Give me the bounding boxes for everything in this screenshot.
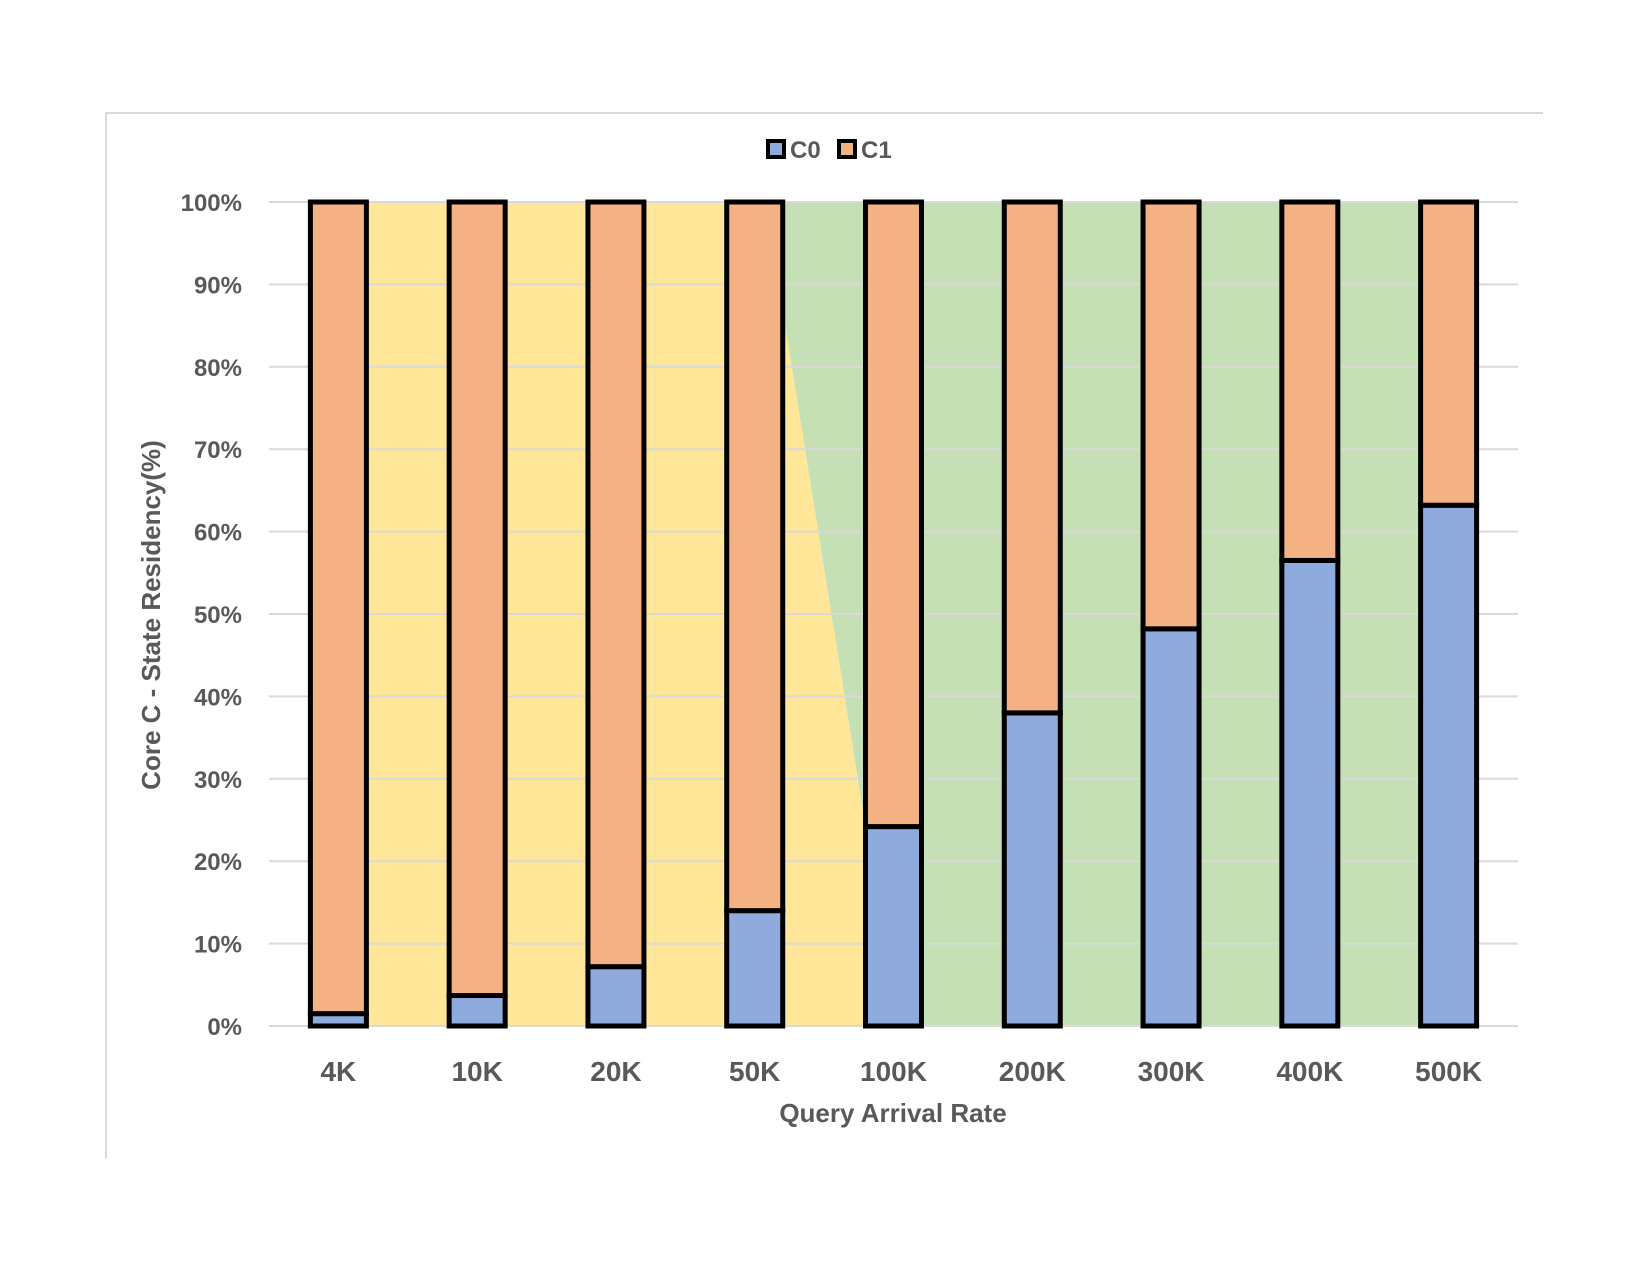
legend-swatch-c1 [837,139,857,159]
x-tick-label: 4K [320,1056,356,1087]
bar-c0-10k [446,993,508,1029]
x-tick-label: 500K [1415,1056,1482,1087]
y-tick-label: 20% [194,849,242,876]
bar-c0-50k [724,908,786,1029]
y-tick-label: 50% [194,602,242,629]
legend: C0 C1 [766,137,892,164]
y-tick-label: 70% [194,437,242,464]
y-tick-label: 80% [194,355,242,382]
x-tick-label: 50K [729,1056,780,1087]
x-tick-label: 20K [590,1056,641,1087]
x-tick-label: 200K [999,1056,1066,1087]
x-tick-label: 300K [1138,1056,1205,1087]
x-tick-label: 400K [1276,1056,1343,1087]
bar-c1-400k [1279,199,1341,563]
y-tick-label: 0% [207,1014,242,1041]
y-tick-label: 100% [181,190,242,217]
bar-c1-4k [307,199,369,1017]
bar-c0-400k [1279,557,1341,1029]
bar-c0-100k [863,824,924,1029]
bars [307,199,1480,1029]
bar-c1-50k [724,199,786,914]
y-tick-label: 30% [194,767,242,794]
bar-c0-500k [1418,502,1480,1029]
x-axis-title: Query Arrival Rate [779,1098,1006,1128]
bar-c1-100k [863,199,924,830]
y-tick-label: 90% [194,272,242,299]
bar-c1-10k [446,199,508,999]
x-tick-label: 10K [451,1056,502,1087]
y-axis-title: Core C - State Residency(%) [136,440,166,790]
bar-c1-200k [1001,199,1063,716]
axis-labels: 0% 10% 20% 30% 40% 50% 60% 70% 80% 90% 100% 4K 10K 20… [181,190,1482,1087]
bar-c0-20k [585,964,647,1029]
bar-c1-500k [1418,199,1480,508]
y-tick-label: 10% [194,932,242,959]
legend-label-c1: C1 [861,137,892,164]
y-tick-label: 40% [194,684,242,711]
bar-c1-300k [1140,199,1202,632]
legend-swatch-c0 [766,139,786,159]
y-tick-label: 60% [194,520,242,547]
bar-c1-20k [585,199,647,970]
bar-c0-200k [1001,710,1063,1029]
legend-label-c0: C0 [790,137,821,164]
x-tick-label: 100K [860,1056,927,1087]
bar-c0-300k [1140,626,1202,1029]
